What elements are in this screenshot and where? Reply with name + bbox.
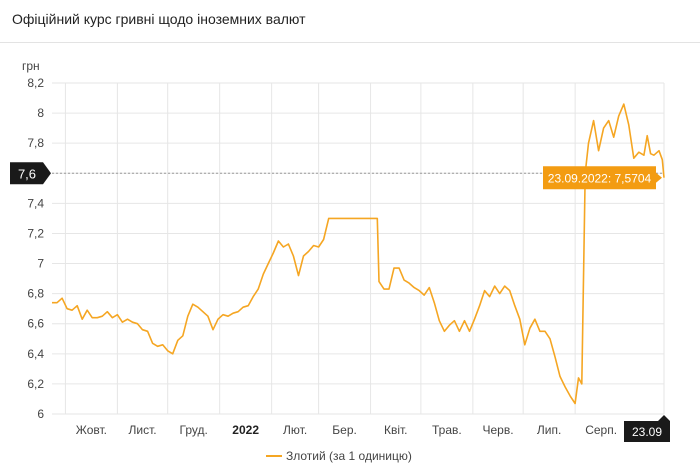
page-header: Офіційний курс гривні щодо іноземних вал… [0,0,700,43]
x-tick-label: Лист. [129,423,157,437]
x-tick-label: Бер. [332,423,357,437]
y-tick-label: 6 [37,407,44,421]
series-line-zloty[interactable] [52,103,665,405]
page-title: Офіційний курс гривні щодо іноземних вал… [12,11,306,27]
y-tick-label: 6,2 [27,377,44,391]
y-tick-label: 8,2 [27,76,44,90]
y-axis-unit-label: грн [22,59,40,73]
y-tick-label: 6,8 [27,287,44,301]
y-tick-label: 7,4 [27,196,44,210]
y-tick-label: 8 [37,106,44,120]
chart-crosshair: 7,6 23.09.2022: 7,5704 23.09 [10,162,670,442]
y-tick-label: 6,4 [27,347,44,361]
x-tick-label: Трав. [432,423,462,437]
x-tick-label: Груд. [180,423,208,437]
legend-label: Злотий (за 1 одиницю) [286,449,412,463]
crosshair-x-badge-bg [624,415,670,442]
x-tick-label: 2022 [232,423,259,437]
y-tick-label: 7,8 [27,136,44,150]
crosshair-y-badge-bg [10,162,51,185]
x-tick-label: Лют. [283,423,307,437]
chart-series[interactable] [52,103,665,405]
tooltip: 23.09.2022: 7,5704 [543,166,662,190]
crosshair-x-badge: 23.09 [624,415,670,442]
tooltip-bg [543,166,662,190]
chart-legend[interactable]: Злотий (за 1 одиницю) [266,449,412,463]
x-tick-label: Квіт. [384,423,408,437]
chart-axes: грн 6 6,2 6,4 6,6 6,8 7 7,2 7,4 7,8 8 8,2 Жовт. Лист.… [22,59,617,437]
x-tick-label: Лип. [537,423,561,437]
crosshair-y-value: 7,6 [18,166,36,181]
x-tick-label: Серп. [585,423,617,437]
x-tick-label: Жовт. [76,423,107,437]
x-tick-label: Черв. [482,423,513,437]
y-tick-label: 7 [37,257,44,271]
chart-grid [52,82,665,415]
crosshair-x-value: 23.09 [632,425,662,439]
tooltip-text: 23.09.2022: 7,5704 [548,171,652,185]
y-tick-label: 7,2 [27,226,44,240]
y-tick-label: 6,6 [27,317,44,331]
crosshair-y-badge: 7,6 [10,162,51,185]
